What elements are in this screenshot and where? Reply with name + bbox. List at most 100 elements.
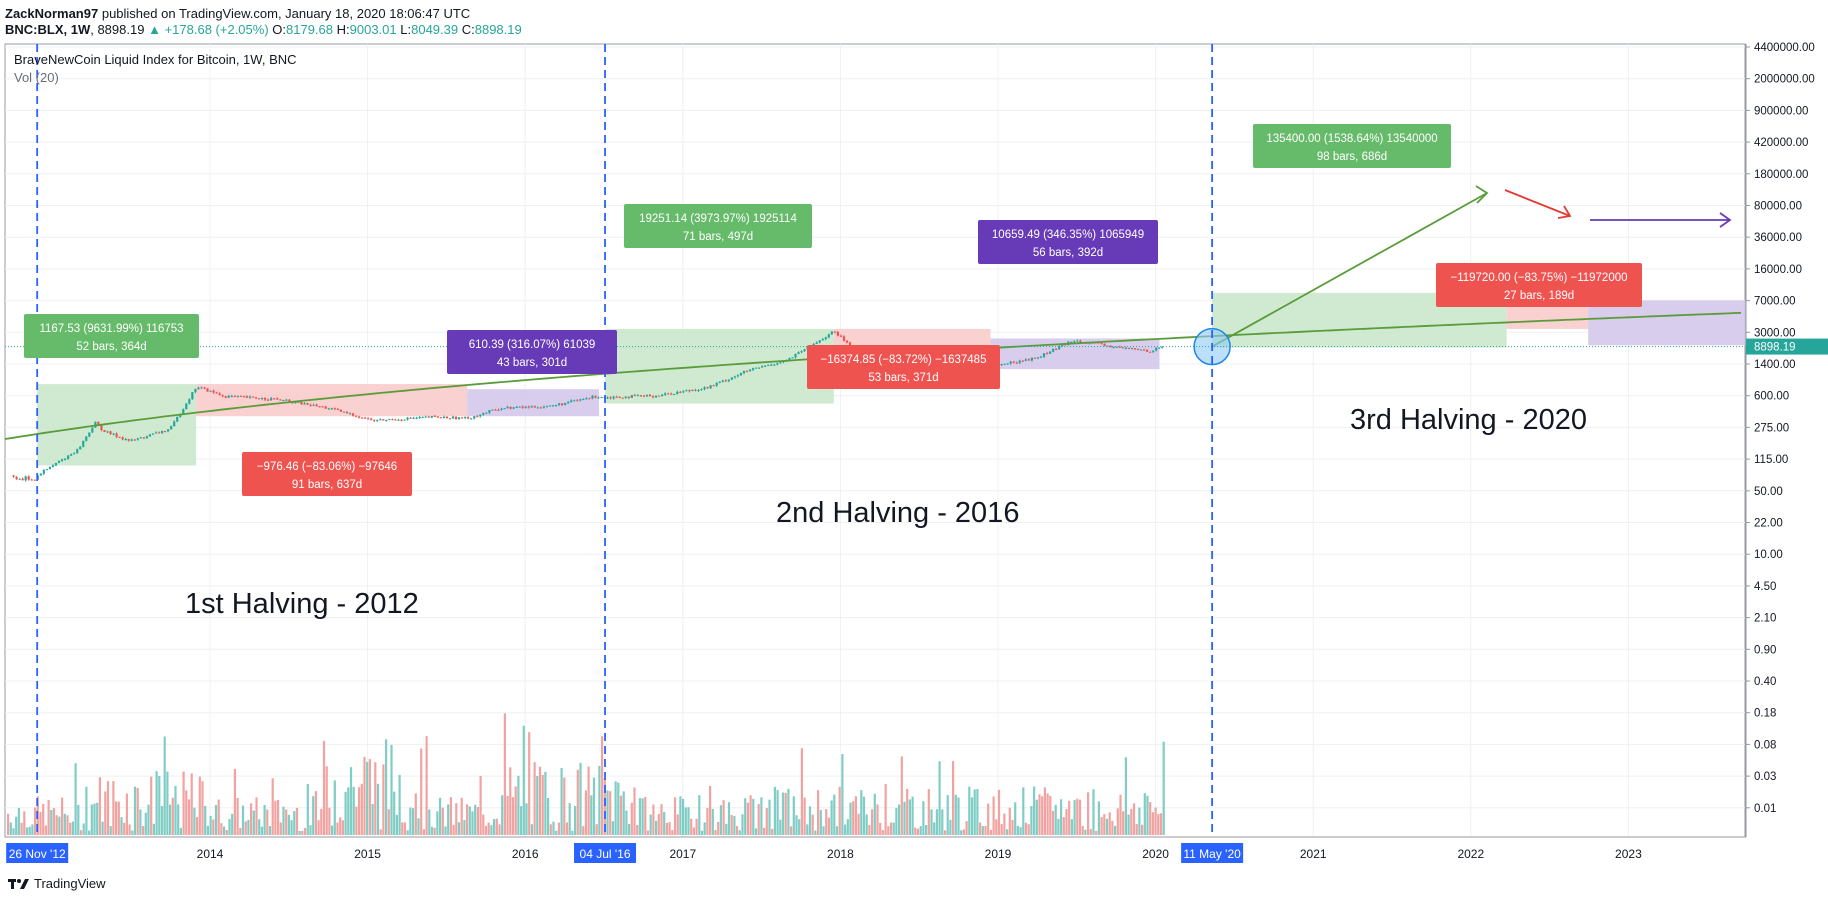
author-name[interactable]: ZackNorman97 (5, 6, 99, 21)
candle-body (1121, 347, 1124, 349)
volume-bar (873, 793, 876, 835)
volume-bar (34, 807, 37, 835)
volume-bar (730, 814, 733, 835)
candle-body (27, 476, 30, 480)
volume-bar (1146, 795, 1149, 835)
candle-body (485, 412, 488, 414)
volume-bar (1003, 813, 1006, 835)
candle-body (215, 392, 218, 394)
candle-body (564, 402, 567, 405)
volume-bar (1027, 824, 1030, 835)
measurement-label-line2: 52 bars, 364d (76, 341, 146, 353)
volume-bar (147, 804, 150, 835)
candle-body (109, 431, 112, 435)
volume-bar (493, 819, 496, 835)
candle-body (1052, 348, 1055, 352)
candle-body (633, 395, 636, 397)
candle-body (554, 404, 558, 406)
volume-bar (1114, 825, 1117, 835)
candle-body (1006, 363, 1009, 365)
measurement-label: 610.39 (316.07%) 61039 43 bars, 301d (447, 330, 617, 374)
candle-body (1142, 349, 1146, 351)
candle-body (815, 342, 818, 344)
candle-body (33, 479, 36, 481)
candle-body (382, 419, 385, 421)
x-tick-label: 2020 (1142, 847, 1169, 861)
volume-bar (457, 822, 461, 835)
volume-bar (525, 803, 528, 835)
tradingview-brand[interactable]: TradingView (34, 876, 106, 891)
x-tick-label: 2018 (827, 847, 854, 861)
volume-bar (425, 736, 428, 835)
candle-body (209, 390, 212, 392)
volume-bar (274, 800, 277, 835)
volume-bar (187, 799, 191, 835)
volume-bar (565, 822, 569, 835)
volume-bar (765, 808, 768, 835)
candle-body (1109, 345, 1112, 348)
candle-body (685, 390, 688, 392)
candle-body (494, 409, 497, 411)
y-tick-label: 0.01 (1754, 803, 1776, 815)
candle-body (527, 406, 530, 408)
volume-bar (177, 804, 180, 835)
volume-bar (131, 830, 134, 835)
volume-bar (412, 808, 415, 835)
volume-bar (698, 795, 701, 835)
volume-bar (957, 797, 960, 835)
candle-body (433, 415, 436, 417)
candle-body (585, 398, 588, 400)
volume-bar (20, 822, 23, 835)
candle-body (360, 417, 364, 419)
candle-body (539, 407, 543, 409)
candle-body (439, 417, 442, 419)
volume-bar (228, 818, 231, 835)
candle-body (800, 351, 803, 353)
volume-bar (714, 830, 717, 835)
volume-bar (460, 797, 463, 835)
volume-bar (771, 828, 774, 835)
candle-body (1106, 345, 1109, 347)
volume-bar (571, 830, 574, 835)
candle-body (1073, 341, 1076, 343)
volume-bar (101, 821, 104, 835)
volume-bar (879, 822, 882, 835)
volume-bar (309, 825, 312, 835)
volume-bar (217, 799, 220, 835)
measurement-label: 19251.14 (3973.97%) 1925114 71 bars, 497d (624, 204, 812, 248)
candle-body (176, 416, 179, 422)
volume-bar (679, 796, 682, 835)
volume-bar (436, 811, 439, 835)
candle-body (188, 399, 191, 404)
candle-body (163, 431, 167, 433)
volume-bar (1095, 830, 1098, 835)
volume-bar (522, 725, 525, 835)
volume-bar (152, 823, 155, 835)
volume-bar (1092, 789, 1095, 835)
candle-body (1076, 340, 1079, 342)
candle-body (567, 401, 570, 403)
volume-bar (403, 822, 407, 835)
candle-body (1021, 360, 1024, 362)
projection-down-arrow (1504, 189, 1571, 217)
candle-body (79, 446, 82, 450)
candle-body (339, 409, 342, 412)
candle-body (88, 432, 91, 437)
volume-bar (930, 809, 933, 835)
tradingview-logo-icon[interactable] (8, 877, 30, 891)
candle-body (839, 335, 843, 337)
volume-bar (115, 801, 118, 835)
candle-body (294, 402, 297, 404)
candle-body (370, 418, 373, 420)
candle-body (1145, 349, 1149, 352)
volume-bar (1162, 741, 1165, 835)
volume-bar (592, 777, 596, 835)
y-tick-label: 4.50 (1754, 581, 1776, 593)
candle-body (273, 398, 276, 400)
candle-body (239, 395, 242, 397)
candle-body (1024, 359, 1027, 361)
volume-bar (382, 764, 385, 835)
volume-bar (919, 826, 922, 835)
